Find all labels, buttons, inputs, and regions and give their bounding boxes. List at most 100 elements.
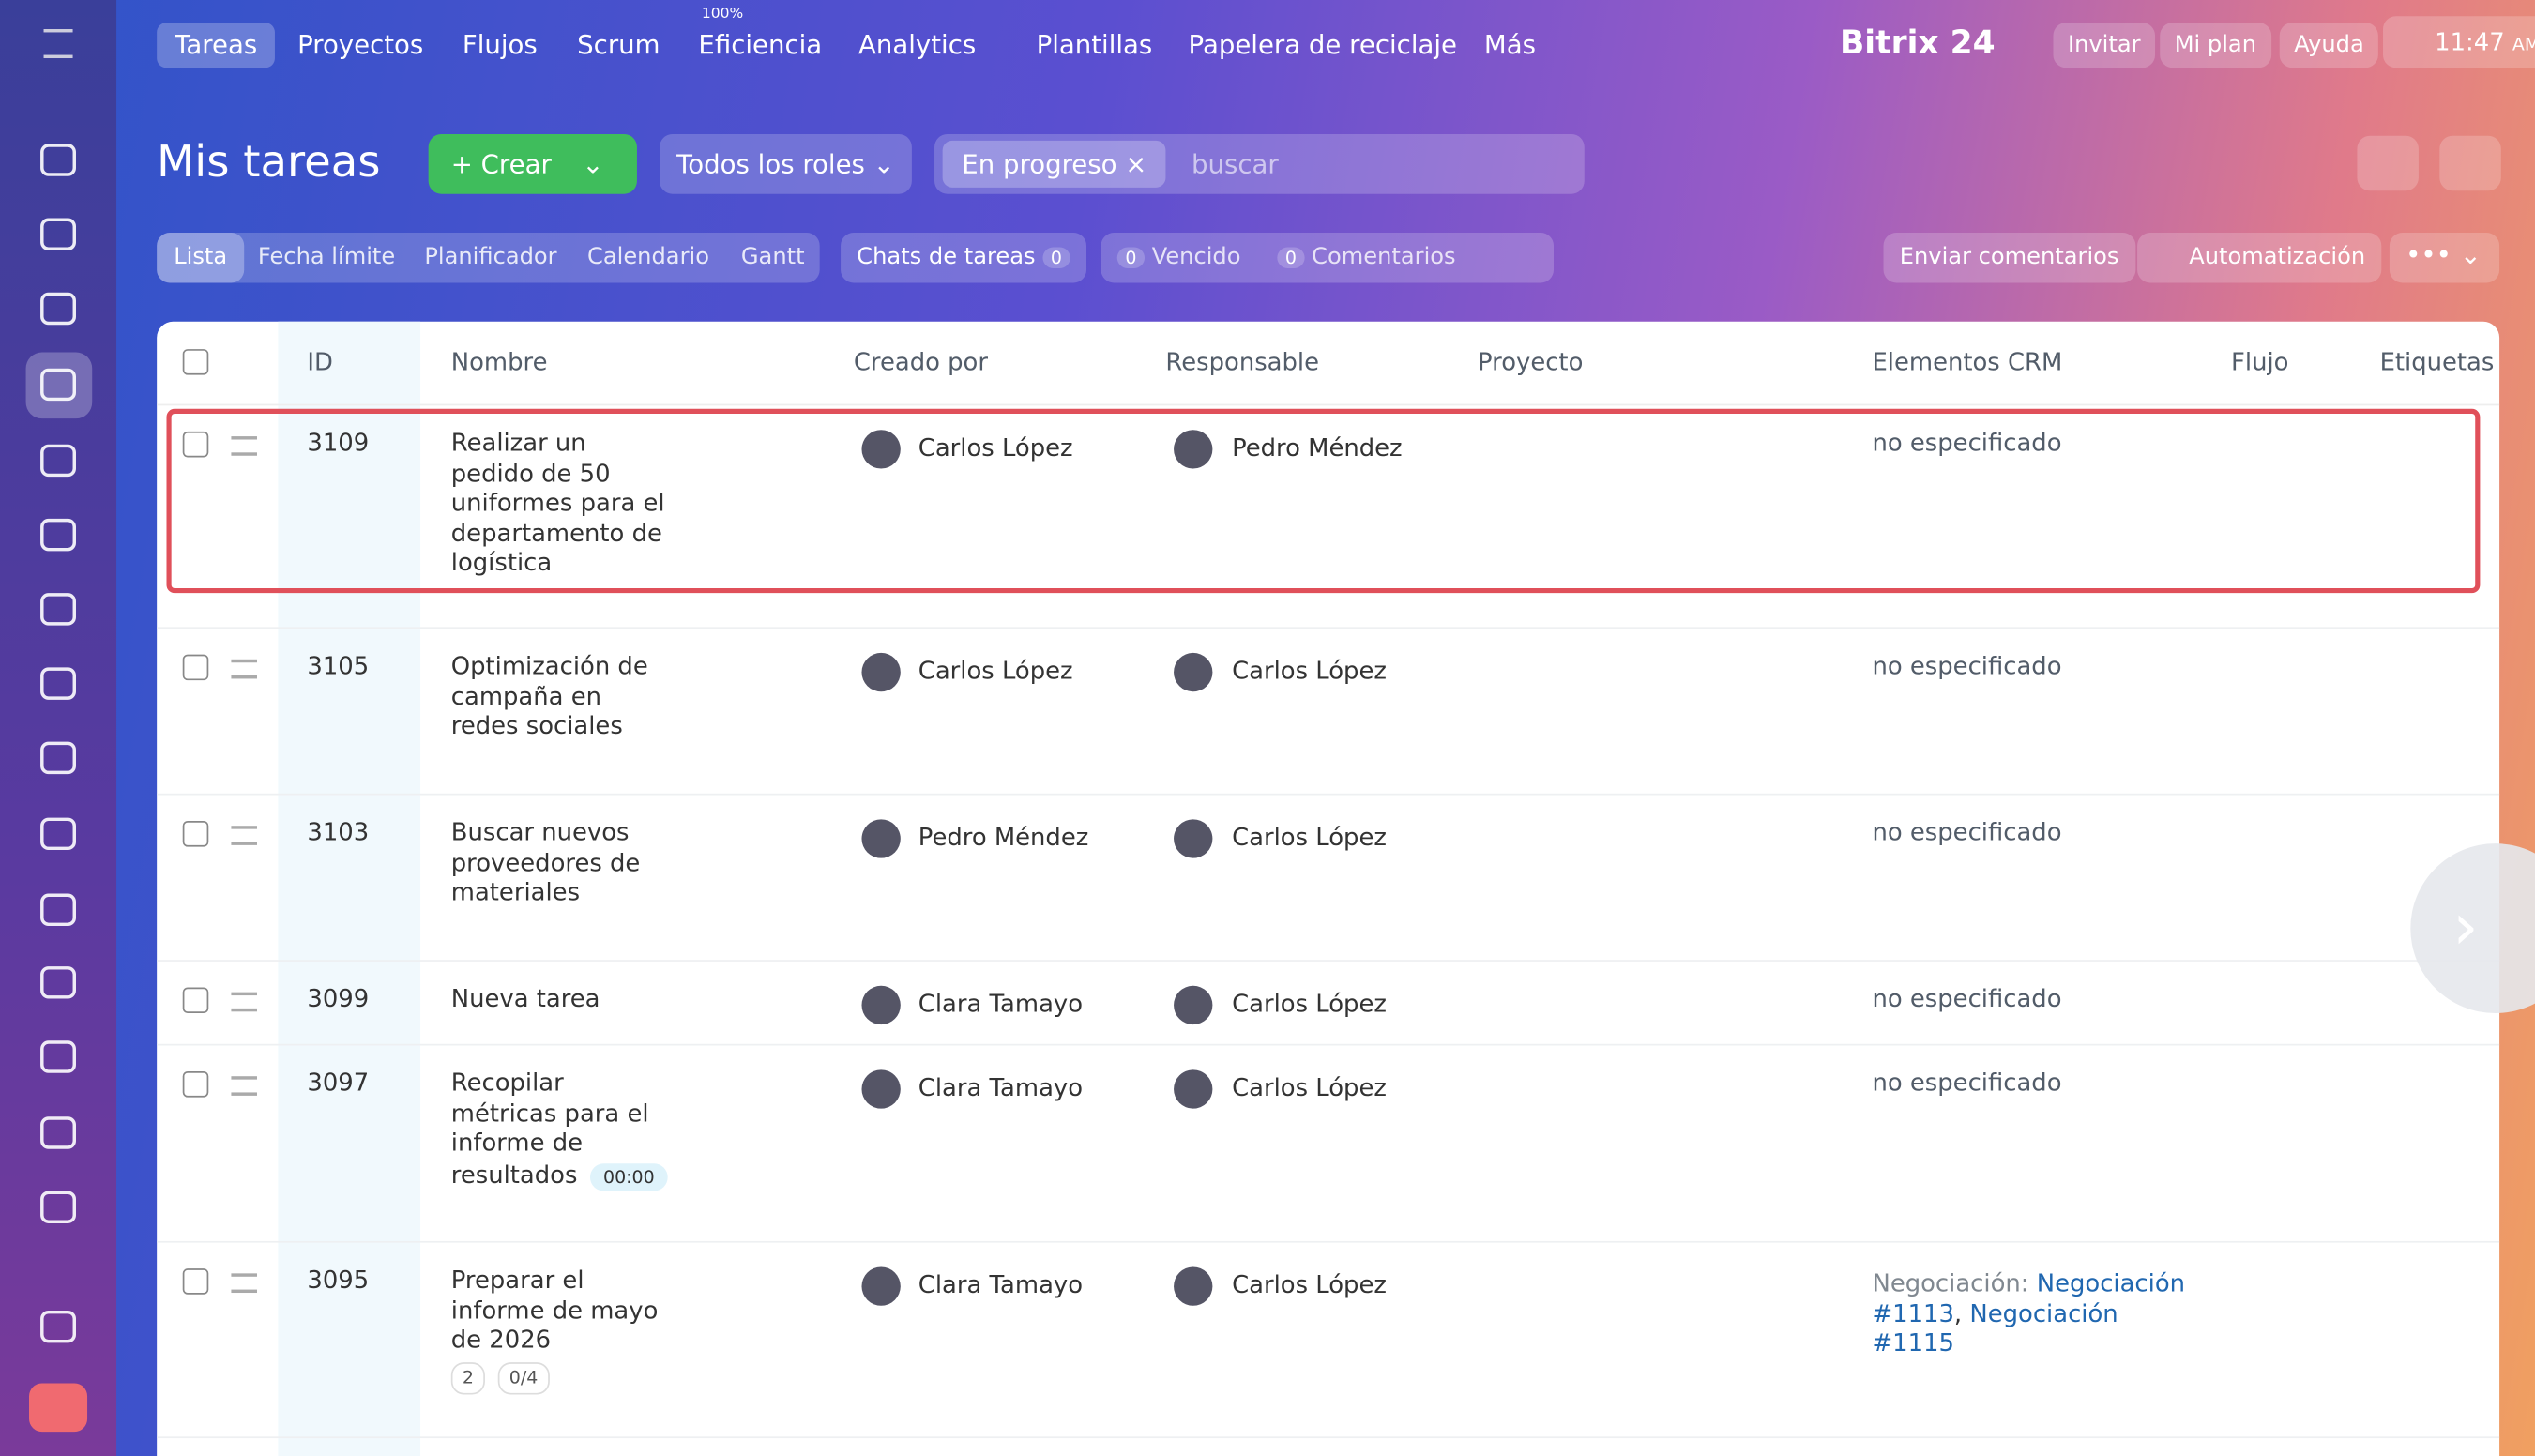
nav-item[interactable]: Eficiencia [698,29,823,60]
nav-item[interactable]: Tareas [157,23,276,68]
task-name[interactable]: Optimización de campaña en redes sociale… [450,651,648,740]
responsible-avatar[interactable] [1174,652,1213,692]
task-name[interactable]: Buscar nuevos proveedores de materiales [450,817,641,907]
view-tab[interactable]: Planificador [424,244,557,270]
nav-item[interactable]: Proyectos [297,29,424,60]
sidebar-icon[interactable] [40,218,76,250]
creator-name[interactable]: Clara Tamayo [918,1072,1084,1102]
task-row[interactable]: 3109 Realizar un pedido de 50 uniformes p… [157,404,2500,629]
responsible-avatar[interactable] [1174,985,1213,1025]
scroll-right[interactable]: › [2410,843,2535,1014]
crm-link[interactable]: Negociación #1115 [1872,1298,2118,1357]
sidebar-icon[interactable] [40,1310,76,1343]
row-checkbox[interactable] [182,654,209,681]
creator-avatar[interactable] [861,1266,901,1306]
sidebar-icon[interactable] [40,667,76,700]
drag-handle[interactable] [231,436,257,456]
drag-handle[interactable] [231,992,257,1012]
responsible-avatar[interactable] [1174,1069,1213,1109]
sidebar-icon[interactable] [40,593,76,626]
column-header[interactable]: Proyecto [1478,347,1584,377]
creator-avatar[interactable] [861,819,901,858]
responsible-name[interactable]: Carlos López [1232,989,1387,1019]
automation-button[interactable]: Automatización [2137,233,2382,283]
sidebar-icon[interactable] [40,966,76,999]
nav-item[interactable]: Flujos [462,29,538,60]
responsible-name[interactable]: Carlos López [1232,822,1387,852]
column-header[interactable]: Responsable [1165,347,1320,377]
feedback-button[interactable]: Enviar comentarios [1883,233,2135,283]
column-header[interactable]: Flujo [2231,347,2289,377]
row-checkbox[interactable] [182,431,209,458]
select-all[interactable] [182,349,209,375]
create-button[interactable]: + Crear ⌄ [428,133,637,194]
drag-handle[interactable] [231,1076,257,1096]
view-tab[interactable]: Calendario [587,244,709,270]
menu-icon[interactable] [43,29,73,59]
crm-link[interactable]: Negociación #1113 [1872,1268,2186,1328]
view-tab[interactable]: Fecha límite [257,244,396,270]
top-button[interactable]: Invitar [2053,23,2156,68]
nav-item[interactable]: Papelera de reciclaje [1188,29,1458,60]
sidebar-icon[interactable] [40,144,76,176]
sidebar-icon[interactable] [40,1116,76,1149]
creator-avatar[interactable] [861,652,901,692]
top-button[interactable]: Mi plan [2160,23,2271,68]
row-checkbox[interactable] [182,1071,209,1098]
view-tab[interactable]: Gantt [740,244,805,270]
creator-name[interactable]: Carlos López [918,656,1073,686]
tasks-icon-active[interactable] [25,352,93,419]
overdue-label[interactable]: Vencido [1151,244,1241,270]
task-name[interactable]: Preparar el informe de mayo de 2026 2 0/4 [450,1266,670,1395]
creator-avatar[interactable] [861,985,901,1025]
nav-item[interactable]: Scrum [577,29,660,60]
drag-handle[interactable] [231,826,257,845]
responsible-name[interactable]: Carlos López [1232,1269,1387,1299]
sidebar-icon[interactable] [40,1191,76,1223]
search-box[interactable]: En progreso × buscar [934,133,1585,194]
creator-name[interactable]: Clara Tamayo [918,989,1084,1019]
task-row[interactable]: 3103 Buscar nuevos proveedores de materia… [157,794,2500,962]
creator-avatar[interactable] [861,430,901,469]
column-header[interactable]: Etiquetas [2379,347,2495,377]
column-header[interactable]: ID [307,347,333,377]
sidebar-icon[interactable] [40,741,76,775]
timer[interactable]: 00:00 [590,1162,668,1191]
filter-tag[interactable]: En progreso × [942,140,1167,188]
row-checkbox[interactable] [182,821,209,847]
sidebar-icon[interactable] [40,817,76,851]
task-name[interactable]: Recopilar métricas para el informe de re… [451,1069,670,1191]
responsible-name[interactable]: Carlos López [1232,656,1387,686]
nav-item[interactable]: Plantillas [1036,29,1153,60]
task-name[interactable]: Nueva tarea [450,984,600,1014]
column-header[interactable]: Creado por [853,347,989,377]
sidebar-icon[interactable] [40,368,76,402]
responsible-avatar[interactable] [1174,819,1213,858]
comments-label[interactable]: Comentarios [1312,244,1456,270]
attachments-badge[interactable]: 2 [450,1361,485,1395]
responsible-name[interactable]: Carlos López [1232,1072,1387,1102]
chats-button[interactable]: Chats de tareas 0 [841,233,1086,283]
sidebar-icon[interactable] [40,292,76,326]
creator-name[interactable]: Pedro Méndez [918,822,1089,852]
task-row[interactable]: 3095 Preparar el informe de mayo de 2026 2… [157,1241,2500,1439]
drag-handle[interactable] [231,1273,257,1294]
creator-name[interactable]: Clara Tamayo [918,1269,1084,1299]
drag-handle[interactable] [231,659,257,679]
top-button[interactable]: Ayuda [2279,23,2379,68]
task-name[interactable]: Realizar un pedido de 50 uniformes para … [450,428,665,577]
task-row[interactable]: 3099 Nueva tarea Clara Tamayo Carlos López n… [157,960,2500,1046]
more-button[interactable]: ••• ⌄ [2389,233,2500,283]
column-header[interactable]: Elementos CRM [1872,347,2063,377]
sidebar-icon[interactable] [40,518,76,552]
checklist-badge[interactable]: 0/4 [497,1361,550,1395]
task-row[interactable]: 3097 Recopilar métricas para el informe d… [157,1044,2500,1243]
rocket-icon[interactable] [29,1383,88,1433]
sidebar-icon[interactable] [40,444,76,478]
column-header[interactable]: Nombre [450,347,548,377]
responsible-name[interactable]: Pedro Méndez [1232,432,1403,463]
nav-item[interactable]: Más [1483,29,1536,60]
clock[interactable]: 11:47 AM [2383,16,2535,68]
nav-item[interactable]: Analytics [858,29,977,60]
sidebar-icon[interactable] [40,1040,76,1073]
